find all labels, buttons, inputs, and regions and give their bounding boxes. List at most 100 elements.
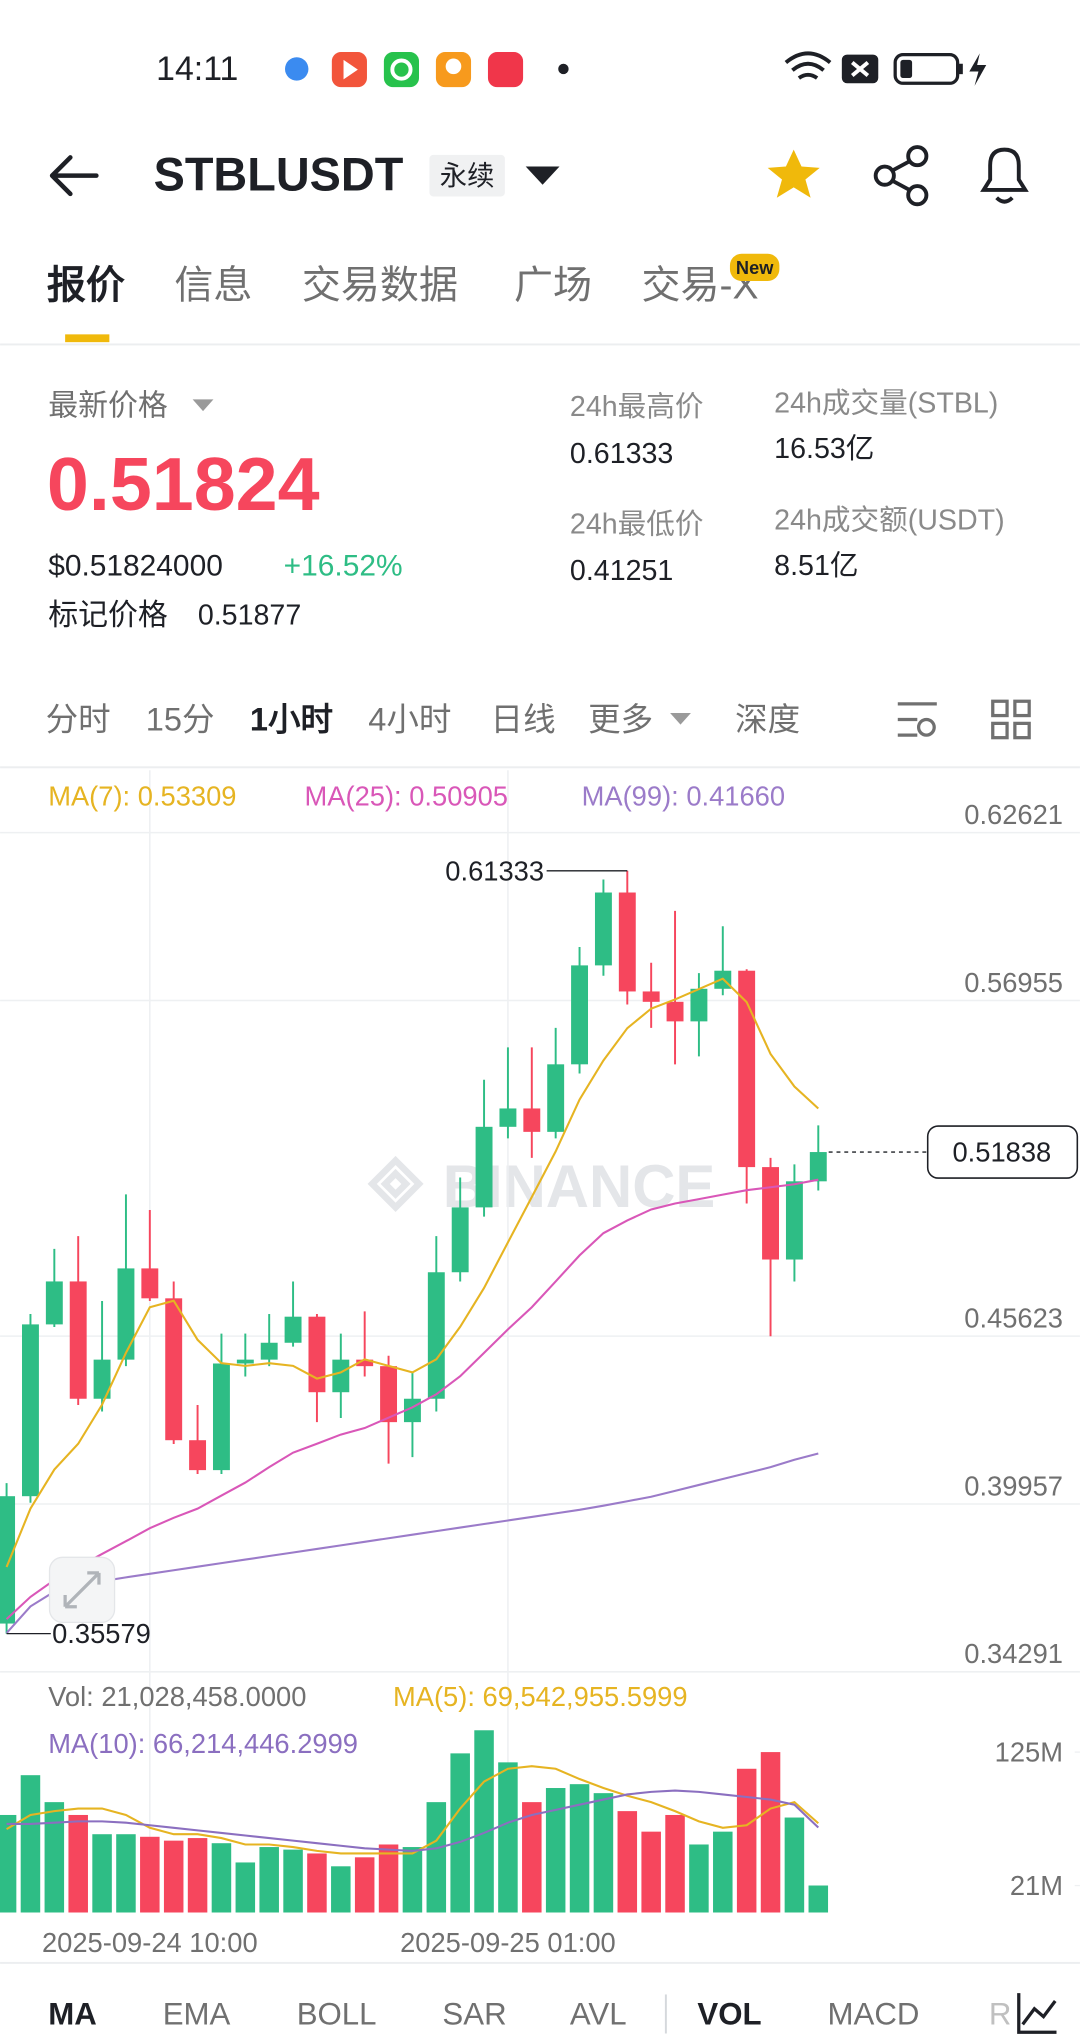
symbol: STBLUSDT (154, 148, 404, 200)
y-tick-label: 0.34291 (964, 1638, 1063, 1669)
alert-bell[interactable] (980, 147, 1029, 204)
more-dropdown[interactable] (670, 712, 691, 725)
separator (664, 1994, 667, 2034)
high-label: 0.61333 (445, 855, 544, 886)
volume-bar (474, 1730, 494, 1913)
volume-bar (68, 1814, 88, 1913)
volume-bar (20, 1775, 41, 1913)
status-time: 14:11 (156, 50, 238, 88)
volume-bar (116, 1834, 136, 1913)
expand-button[interactable] (48, 1556, 116, 1624)
interval[interactable]: 4小时 (368, 701, 451, 737)
interval[interactable]: 深度 (735, 701, 800, 737)
indicator-tab[interactable]: MACD (828, 1996, 920, 2031)
favorite-star[interactable] (767, 149, 820, 198)
last-price: 0.51824 (47, 442, 320, 526)
indicator-tab[interactable]: SAR (442, 1996, 506, 2031)
candle-body (594, 892, 612, 966)
volume-bar (808, 1885, 829, 1913)
stat-label: 24h成交额(USDT) (774, 504, 1005, 536)
usd-price: $0.51824000 (48, 549, 223, 582)
candle-body (523, 1108, 541, 1132)
legend-entry: MA(10): 66,214,446.2999 (48, 1728, 358, 1759)
candle-body (284, 1316, 302, 1343)
interval[interactable]: 日线 (491, 701, 556, 737)
volume-bar (211, 1843, 232, 1913)
candle-body (332, 1359, 350, 1393)
volume-bar (593, 1793, 614, 1913)
tab[interactable]: 报价 (47, 265, 125, 308)
stat-value: 8.51亿 (774, 550, 858, 582)
indicator-settings[interactable] (1009, 1987, 1080, 2040)
last-price-label: 最新价格 (48, 389, 168, 422)
back-button[interactable] (49, 155, 99, 197)
indicator-tab[interactable]: VOL (697, 1996, 761, 2031)
tab-indicator (65, 334, 110, 343)
layout-button[interactable] (991, 699, 1031, 740)
candle-body (356, 1359, 374, 1367)
volume-bar (331, 1866, 351, 1913)
volume-bar (163, 1840, 184, 1913)
candle-body (666, 1001, 684, 1022)
mark-price: 0.51877 (198, 599, 301, 631)
candle-body (308, 1316, 326, 1393)
indicator-tab[interactable]: EMA (163, 1996, 231, 2031)
x-tick-label: 2025-09-25 01:00 (400, 1927, 616, 1958)
indicator-tab[interactable]: BOLL (297, 1996, 377, 2031)
last-price-dropdown[interactable] (192, 399, 214, 412)
volume-bar (760, 1752, 781, 1913)
divider (0, 766, 1080, 769)
low-label: 0.35579 (52, 1618, 151, 1649)
indicator-tab[interactable]: AVL (570, 1996, 627, 2031)
candle-body (738, 970, 756, 1168)
volume-bar (307, 1853, 327, 1913)
candle-body (117, 1268, 135, 1360)
volume-bar (498, 1762, 518, 1913)
volume-bar (689, 1844, 709, 1913)
indicator-tab[interactable]: MA (48, 1996, 97, 2031)
x-tick-label: 2025-09-24 10:00 (42, 1927, 258, 1958)
share-button[interactable] (873, 145, 929, 207)
stat-label: 24h成交量(STBL) (774, 387, 998, 419)
y-tick-label: 21M (1010, 1870, 1063, 1901)
interval[interactable]: 15分 (146, 701, 215, 737)
legend-entry: MA(25): 0.50905 (305, 781, 508, 812)
volume-bar (784, 1817, 805, 1913)
indicator-tab[interactable]: R (989, 1996, 1012, 2031)
last-price-label: 0.51838 (952, 1137, 1051, 1168)
candle-body (380, 1366, 398, 1423)
symbol-dropdown[interactable] (525, 166, 560, 185)
stat-value: 16.53亿 (774, 433, 874, 465)
volume-bar (665, 1814, 685, 1913)
volume-bar (44, 1802, 65, 1913)
ma-line (5, 1178, 819, 1620)
y-tick-label: 0.39957 (964, 1470, 1063, 1501)
volume-bar (569, 1784, 590, 1913)
divider (0, 1961, 1080, 1964)
interval[interactable]: 分时 (46, 701, 111, 737)
candle-body (427, 1272, 445, 1399)
candle-body (451, 1207, 469, 1273)
candle-body (785, 1181, 803, 1260)
tab[interactable]: 信息 (174, 265, 252, 308)
candle-body (165, 1298, 183, 1441)
volume-bar (736, 1768, 757, 1913)
candle-body (0, 1496, 16, 1624)
contract-tag-bg (429, 154, 505, 197)
stat-label: 24h最低价 (570, 508, 704, 540)
candle-body (236, 1359, 254, 1364)
tab[interactable]: 交易数据 (302, 265, 458, 308)
candle-body (809, 1152, 827, 1182)
status-icons (285, 51, 987, 88)
interval[interactable]: 更多 (588, 701, 653, 737)
new-badge-bg (729, 253, 780, 282)
chart-settings[interactable] (897, 702, 937, 737)
interval[interactable]: 1小时 (250, 701, 333, 737)
volume-bar (617, 1811, 638, 1913)
candle-body (642, 991, 660, 1002)
y-tick-label: 0.56955 (964, 967, 1063, 998)
volume-bar (713, 1831, 733, 1913)
tab[interactable]: 广场 (514, 265, 592, 308)
